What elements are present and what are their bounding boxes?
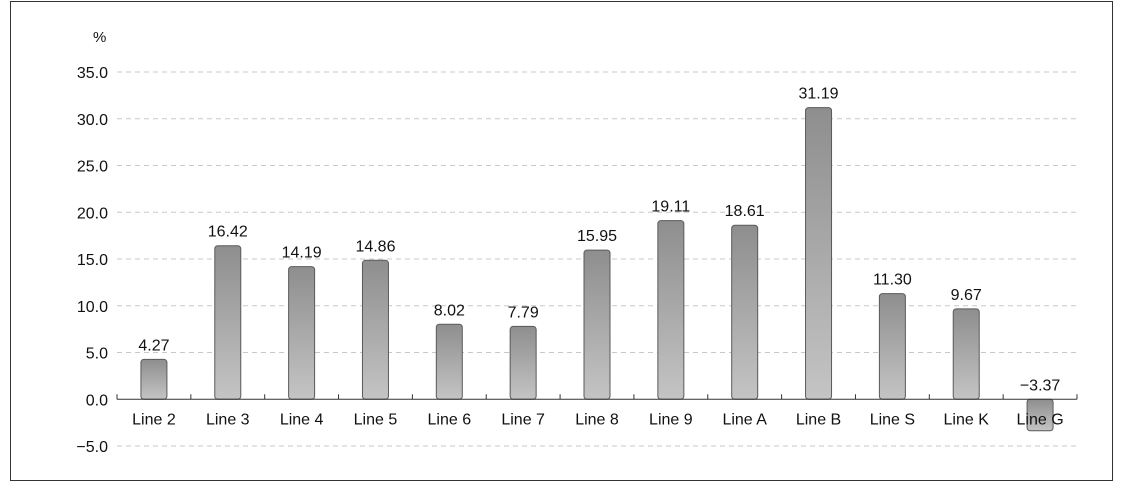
data-label: 14.19: [282, 245, 322, 262]
data-label: 15.95: [577, 228, 617, 245]
data-label: 19.11: [651, 199, 690, 216]
bar: [878, 293, 906, 400]
category-label: Line B: [796, 411, 841, 428]
category-label: Line G: [1017, 411, 1064, 428]
data-label: 18.61: [725, 203, 765, 220]
y-tick-label: 20.0: [77, 205, 108, 222]
bar: [361, 259, 389, 400]
category-label: Line 6: [428, 411, 472, 428]
category-label: Line K: [944, 411, 990, 428]
category-label: Line 3: [206, 411, 250, 428]
bar: [952, 308, 980, 400]
category-label: Line 5: [354, 411, 398, 428]
data-label: 4.27: [138, 337, 169, 354]
bars: [140, 107, 1054, 432]
category-label: Line 9: [649, 411, 693, 428]
y-tick-label: 5.0: [86, 346, 108, 363]
bar: [657, 220, 685, 400]
chart-frame: [10, 1, 1113, 481]
y-tick-label: 10.0: [77, 299, 108, 316]
category-label: Line 2: [132, 411, 176, 428]
y-axis-ticks: 35.0 30.0 25.0 20.0 15.0 10.0 5.0 0.0 −5.0: [76, 65, 108, 456]
category-labels: Line 2 Line 3 Line 4 Line 5 Line 6 Line 7 Line…: [132, 411, 1064, 428]
data-label: −3.37: [1020, 377, 1061, 394]
y-tick-label: 25.0: [77, 159, 108, 176]
bar: [583, 249, 611, 400]
bar: [435, 323, 463, 400]
data-label: 8.02: [434, 302, 465, 319]
y-axis-unit-label: %: [93, 29, 106, 46]
y-tick-label: 35.0: [77, 65, 108, 82]
category-label: Line 4: [280, 411, 324, 428]
data-label: 9.67: [951, 287, 982, 304]
data-label: 14.86: [355, 238, 395, 255]
x-axis: [116, 394, 1078, 400]
bar: [214, 245, 242, 400]
bar: [140, 358, 168, 400]
y-tick-label: −5.0: [76, 439, 108, 456]
data-label: 7.79: [508, 304, 539, 321]
bar: [288, 266, 316, 400]
data-label: 31.19: [799, 86, 839, 103]
bar-chart: 35.0 30.0 25.0 20.0 15.0 10.0 5.0 0.0 −5.0 % Lin…: [76, 29, 1078, 456]
y-tick-label: 30.0: [77, 112, 108, 129]
bar: [731, 224, 759, 400]
y-tick-label: 0.0: [86, 392, 108, 409]
category-label: Line A: [722, 411, 767, 428]
data-label: 11.30: [873, 272, 912, 289]
data-label: 16.42: [208, 224, 248, 241]
data-labels: 4.27 16.42 14.19 14.86 8.02 7.79 15.95 19.11 18.…: [138, 86, 1060, 395]
category-label: Line 7: [501, 411, 545, 428]
y-tick-label: 15.0: [77, 252, 108, 269]
bar: [805, 107, 833, 400]
category-label: Line 8: [575, 411, 619, 428]
bar: [509, 325, 537, 400]
category-label: Line S: [870, 411, 915, 428]
